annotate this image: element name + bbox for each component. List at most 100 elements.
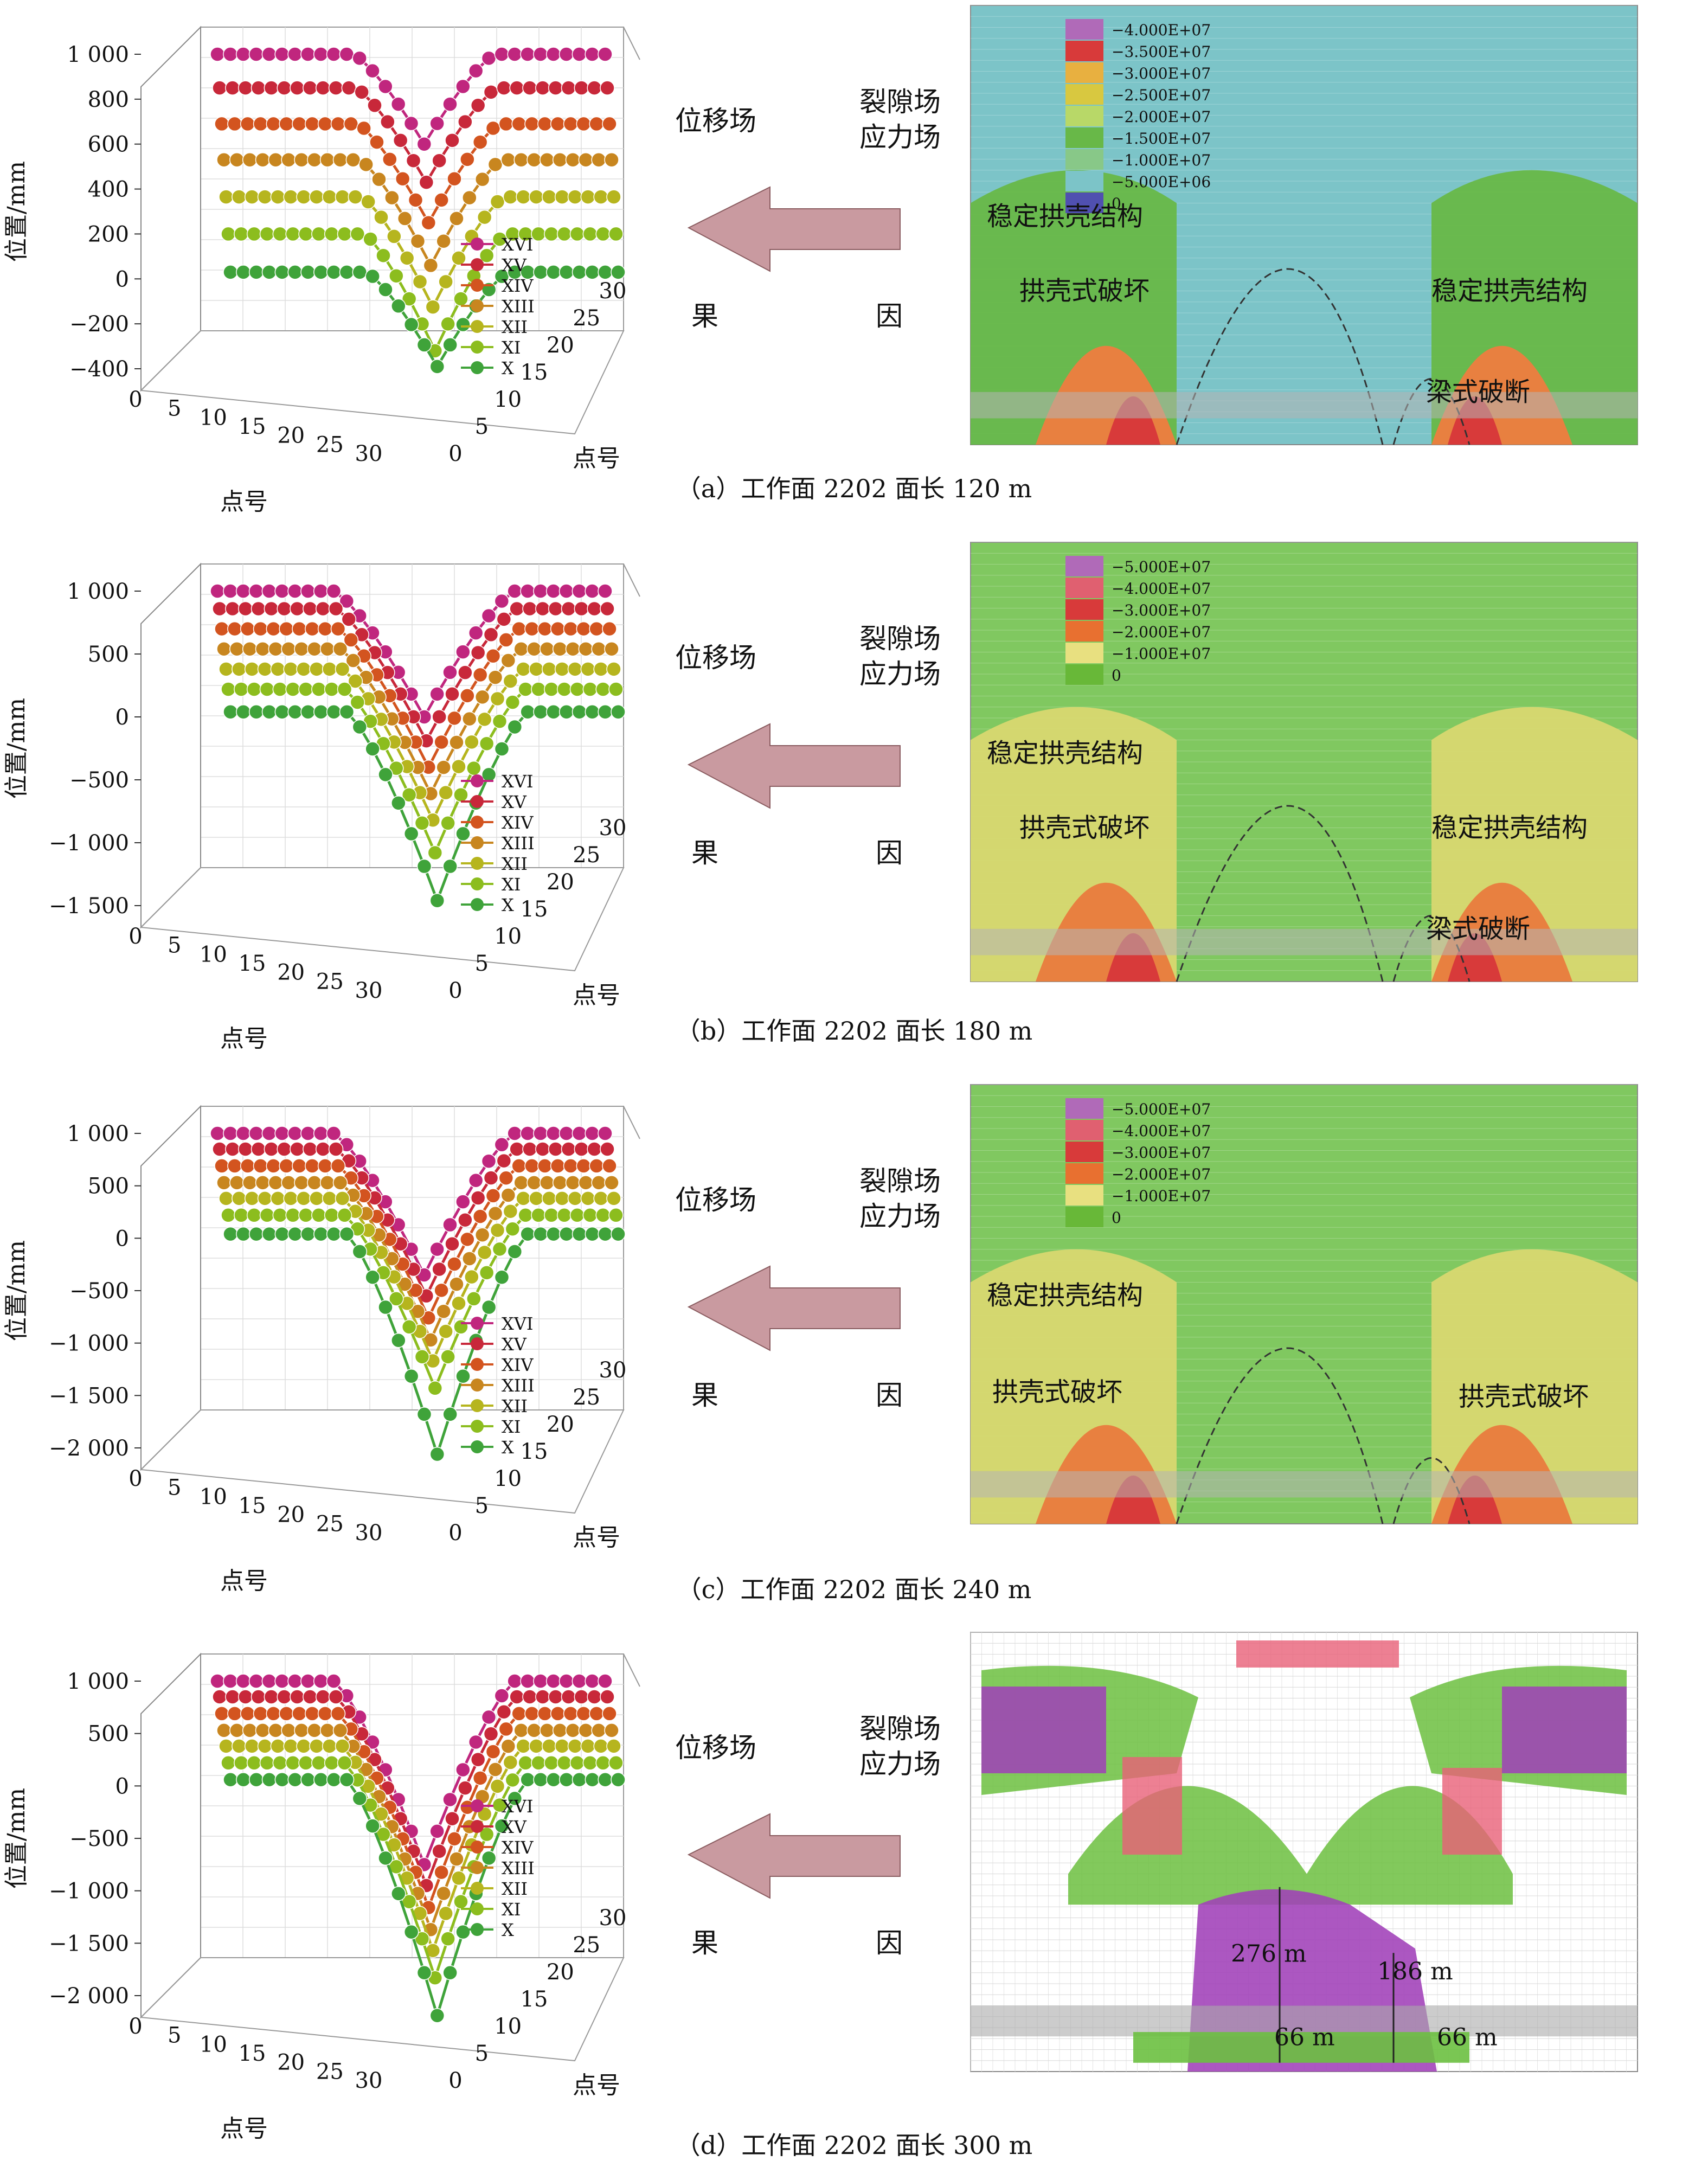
series-point xyxy=(274,1674,290,1689)
series-point xyxy=(348,189,363,204)
legend-marker xyxy=(471,341,484,354)
series-point xyxy=(352,1791,368,1806)
series-point xyxy=(221,226,236,242)
series-point xyxy=(442,1965,458,1980)
series-point xyxy=(481,50,497,66)
series-point xyxy=(511,116,526,132)
series-point xyxy=(585,1226,600,1242)
left-wall xyxy=(140,1105,201,1471)
series-point xyxy=(481,767,497,783)
effect-label: 果 xyxy=(691,1380,718,1411)
series-point xyxy=(261,265,277,280)
series-point xyxy=(479,736,495,751)
series-point xyxy=(365,63,380,79)
frame-edge xyxy=(623,27,640,60)
series-point xyxy=(410,233,426,249)
series-point xyxy=(237,80,253,95)
legend-label: XIV xyxy=(502,1837,534,1858)
z-tick-label: 25 xyxy=(573,1385,600,1410)
series-point xyxy=(505,1221,521,1236)
series-point xyxy=(563,1706,579,1721)
series-point xyxy=(242,641,258,657)
series-point xyxy=(455,317,471,332)
series-point xyxy=(449,735,464,750)
series-point xyxy=(432,153,447,168)
series-point xyxy=(326,265,342,280)
series-point xyxy=(472,1771,488,1786)
series-point xyxy=(445,1811,460,1826)
series-point xyxy=(328,1142,344,1157)
legend-label: XII xyxy=(502,854,528,874)
series-point xyxy=(455,1194,471,1209)
series-point xyxy=(322,1191,337,1206)
series-point xyxy=(330,1158,346,1174)
legend-marker xyxy=(471,1841,484,1854)
series-point xyxy=(500,152,516,168)
series-point xyxy=(554,1739,570,1754)
series-point xyxy=(255,641,271,657)
series-point xyxy=(434,1283,449,1298)
series-point xyxy=(558,265,574,280)
series-point xyxy=(326,47,342,62)
series-point xyxy=(453,787,468,803)
y-tick-label: 1 000 xyxy=(67,42,129,67)
series-point xyxy=(429,1241,445,1257)
x-tick-label: 10 xyxy=(200,2032,227,2057)
series-point xyxy=(542,1191,557,1206)
series-point xyxy=(277,1142,292,1157)
legend-marker xyxy=(471,1902,484,1915)
x-tick-label: 30 xyxy=(355,1521,383,1546)
series-point xyxy=(561,1142,576,1157)
series-point xyxy=(307,1723,322,1738)
series-point xyxy=(516,1191,531,1206)
series-point xyxy=(438,1906,453,1921)
series-point xyxy=(520,584,535,599)
series-point xyxy=(253,1158,268,1174)
series-point xyxy=(598,1772,613,1787)
series-point xyxy=(210,1674,225,1689)
series-point xyxy=(270,1739,286,1754)
x-tick-label: 25 xyxy=(316,2059,344,2084)
series-point xyxy=(287,1126,303,1141)
series-point xyxy=(296,662,311,677)
series-point xyxy=(606,1739,621,1754)
series-point xyxy=(474,1227,490,1243)
series-point xyxy=(319,152,335,168)
legend-marker xyxy=(471,774,484,787)
series-point xyxy=(455,1369,471,1384)
series-point xyxy=(300,1674,316,1689)
series-point xyxy=(219,1191,234,1206)
series-point xyxy=(490,1779,505,1794)
stress-legend-label: −2.000E+07 xyxy=(1112,623,1211,641)
series-point xyxy=(438,785,453,800)
series-point xyxy=(223,584,238,599)
y-tick-label: −500 xyxy=(69,1279,129,1304)
displacement-field-label: 位移场 xyxy=(675,1732,756,1764)
series-point xyxy=(569,1755,585,1771)
series-point xyxy=(309,189,324,204)
series-point xyxy=(580,189,596,204)
series-point xyxy=(237,1142,253,1157)
y-tick-label: −1 500 xyxy=(49,1383,129,1408)
series-point xyxy=(440,816,455,831)
stress-legend-swatch xyxy=(1065,19,1103,40)
z-tick-label: 30 xyxy=(599,1906,627,1931)
series-point xyxy=(298,1208,313,1223)
series-point xyxy=(283,662,298,677)
series-point xyxy=(350,695,365,710)
cause-effect-arrow xyxy=(687,1265,901,1351)
floor xyxy=(139,1957,625,2062)
series-point xyxy=(322,189,337,204)
legend-label: XII xyxy=(502,1879,528,1899)
series-point xyxy=(496,1153,512,1169)
z-tick-label: 5 xyxy=(475,951,489,976)
series-point xyxy=(520,1674,535,1689)
series-point xyxy=(303,601,318,617)
series-point xyxy=(507,1126,522,1141)
series-point xyxy=(558,1126,574,1141)
series-point xyxy=(300,47,316,62)
series-point xyxy=(365,1818,380,1833)
legend-marker xyxy=(471,1882,484,1895)
fracture-field-label: 裂隙场 xyxy=(859,86,941,118)
stress-legend-label: −4.000E+07 xyxy=(1112,1122,1211,1140)
